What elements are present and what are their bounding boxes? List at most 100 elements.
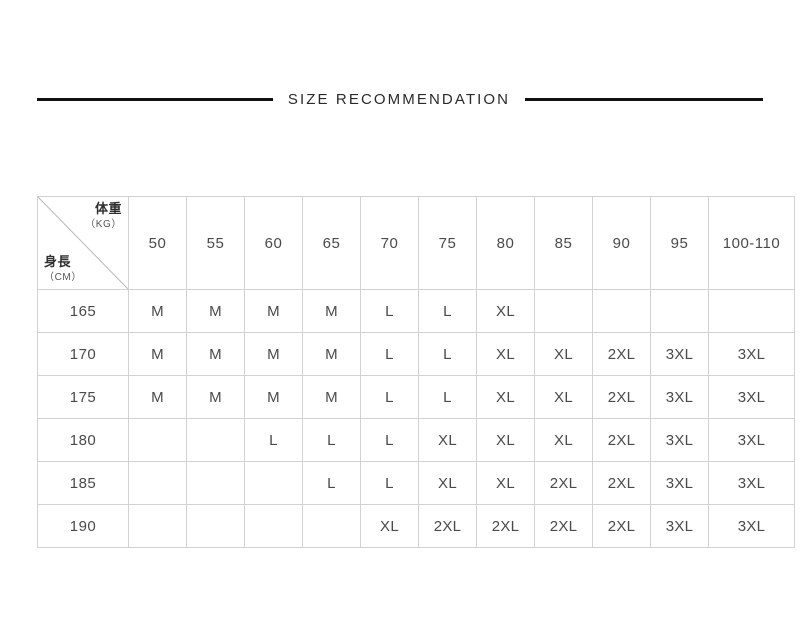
size-cell: 2XL (534, 504, 593, 548)
size-cell: 2XL (418, 504, 477, 548)
height-row-header: 175 (37, 375, 129, 419)
weight-axis-unit: （KG） (85, 218, 122, 230)
size-cell-empty (186, 504, 245, 548)
size-cell: M (128, 289, 187, 333)
size-cell: L (360, 332, 419, 376)
size-cell: 3XL (708, 332, 795, 376)
size-cell-empty (244, 504, 303, 548)
size-cell: 3XL (650, 461, 709, 505)
axis-corner-cell: 体重 （KG） 身長 （CM） (37, 196, 129, 290)
height-row-header: 165 (37, 289, 129, 333)
weight-column-header: 90 (592, 196, 651, 290)
weight-column-header: 100-110 (708, 196, 795, 290)
height-row-header: 180 (37, 418, 129, 462)
size-cell: L (418, 375, 477, 419)
size-cell: L (360, 375, 419, 419)
table-row: 170 M M M M L L XL XL 2XL 3XL 3XL (37, 332, 795, 376)
size-cell-empty (592, 289, 651, 333)
title-rule-right (525, 97, 764, 101)
size-cell: 2XL (592, 332, 651, 376)
size-cell: XL (418, 418, 477, 462)
size-cell: 3XL (650, 504, 709, 548)
size-cell: M (244, 375, 303, 419)
size-cell-empty (128, 504, 187, 548)
size-cell: 2XL (476, 504, 535, 548)
size-cell: 3XL (650, 375, 709, 419)
height-axis-unit: （CM） (44, 271, 82, 283)
weight-column-header: 95 (650, 196, 709, 290)
weight-axis-label: 体重 （KG） (85, 202, 122, 230)
table-row: 180 L L L XL XL XL 2XL 3XL 3XL (37, 418, 795, 462)
size-cell-empty (186, 418, 245, 462)
height-row-header: 185 (37, 461, 129, 505)
size-cell-empty (128, 418, 187, 462)
page-title-band: SIZE RECOMMENDATION (0, 84, 800, 114)
size-cell-empty (186, 461, 245, 505)
table-row: 165 M M M M L L XL (37, 289, 795, 333)
size-cell: 2XL (592, 504, 651, 548)
size-cell: L (418, 332, 477, 376)
size-cell: 3XL (708, 418, 795, 462)
size-cell: XL (534, 418, 593, 462)
weight-column-header: 65 (302, 196, 361, 290)
weight-column-header: 50 (128, 196, 187, 290)
size-cell: XL (534, 375, 593, 419)
size-cell: M (186, 332, 245, 376)
height-axis-title: 身長 (44, 254, 72, 270)
size-cell-empty (650, 289, 709, 333)
height-axis-label: 身長 （CM） (44, 254, 82, 283)
size-cell: 3XL (708, 461, 795, 505)
table-row: 190 XL 2XL 2XL 2XL 2XL 3XL 3XL (37, 504, 795, 548)
size-cell-empty (128, 461, 187, 505)
size-cell: M (128, 375, 187, 419)
size-cell: 3XL (708, 375, 795, 419)
size-cell: 3XL (650, 418, 709, 462)
weight-column-header: 60 (244, 196, 303, 290)
size-cell: L (360, 418, 419, 462)
size-cell: 2XL (534, 461, 593, 505)
size-cell: L (244, 418, 303, 462)
table-row: 175 M M M M L L XL XL 2XL 3XL 3XL (37, 375, 795, 419)
weight-column-header: 70 (360, 196, 419, 290)
size-cell: M (244, 289, 303, 333)
weight-column-header: 75 (418, 196, 477, 290)
size-cell: L (360, 289, 419, 333)
weight-column-header: 55 (186, 196, 245, 290)
page-title: SIZE RECOMMENDATION (287, 90, 511, 108)
size-cell-empty (708, 289, 795, 333)
size-cell-empty (302, 504, 361, 548)
size-cell: XL (360, 504, 419, 548)
size-cell: XL (476, 375, 535, 419)
size-cell: XL (476, 418, 535, 462)
size-cell-empty (534, 289, 593, 333)
size-cell: L (418, 289, 477, 333)
size-cell: XL (476, 332, 535, 376)
weight-axis-title: 体重 (94, 202, 122, 217)
size-recommendation-table: 体重 （KG） 身長 （CM） 50 55 60 65 70 75 80 85 90 95 100-110 1… (37, 196, 795, 548)
size-cell: XL (476, 461, 535, 505)
size-cell: XL (418, 461, 477, 505)
height-row-header: 170 (37, 332, 129, 376)
table-row: 185 L L XL XL 2XL 2XL 3XL 3XL (37, 461, 795, 505)
size-cell: 3XL (708, 504, 795, 548)
size-cell: L (360, 461, 419, 505)
size-cell: M (302, 375, 361, 419)
size-cell: M (186, 289, 245, 333)
size-cell: 2XL (592, 418, 651, 462)
size-cell-empty (244, 461, 303, 505)
table-header-row: 体重 （KG） 身長 （CM） 50 55 60 65 70 75 80 85 90 95 100-110 (37, 196, 795, 290)
size-cell: L (302, 461, 361, 505)
size-table-container: 体重 （KG） 身長 （CM） 50 55 60 65 70 75 80 85 90 95 100-110 1… (37, 196, 795, 548)
size-cell: L (302, 418, 361, 462)
size-cell: 3XL (650, 332, 709, 376)
size-cell: 2XL (592, 375, 651, 419)
size-cell: M (186, 375, 245, 419)
size-cell: M (302, 289, 361, 333)
weight-column-header: 85 (534, 196, 593, 290)
size-cell: M (302, 332, 361, 376)
weight-column-header: 80 (476, 196, 535, 290)
title-rule-left (36, 97, 273, 101)
size-cell: M (244, 332, 303, 376)
size-cell: XL (534, 332, 593, 376)
size-cell: XL (476, 289, 535, 333)
